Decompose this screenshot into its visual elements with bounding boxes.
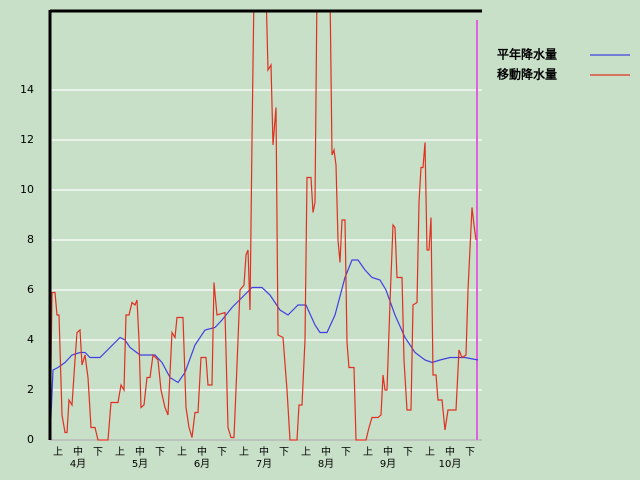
x-month-label: 7月: [256, 458, 272, 470]
x-month-label: 8月: [318, 458, 334, 470]
y-tick-label: 10: [20, 183, 34, 196]
y-tick-label: 4: [27, 333, 34, 346]
x-dekad-label: 中: [73, 445, 83, 458]
x-dekad-label: 中: [321, 445, 331, 458]
y-tick-label: 2: [27, 383, 34, 396]
y-tick-label: 6: [27, 283, 34, 296]
x-dekad-label: 上: [177, 446, 187, 458]
x-month-label: 9月: [380, 458, 396, 470]
x-month-label: 5月: [132, 458, 148, 470]
legend-label: 平年降水量: [497, 47, 557, 62]
x-dekad-label: 上: [115, 446, 125, 458]
x-dekad-label: 中: [259, 445, 269, 458]
y-tick-label: 0: [27, 433, 34, 446]
x-dekad-label: 上: [53, 446, 63, 458]
y-tick-label: 12: [20, 133, 34, 146]
x-month-label: 4月: [70, 458, 86, 470]
x-dekad-label: 下: [155, 447, 165, 458]
x-dekad-label: 上: [363, 446, 373, 458]
x-dekad-label: 中: [445, 445, 455, 458]
x-dekad-label: 下: [93, 447, 103, 458]
x-dekad-label: 中: [135, 445, 145, 458]
legend-label: 移動降水量: [497, 67, 557, 82]
x-dekad-label: 上: [425, 446, 435, 458]
x-dekad-label: 下: [341, 447, 351, 458]
x-dekad-label: 上: [239, 446, 249, 458]
series-line: [50, 259, 479, 441]
x-month-label: 6月: [194, 458, 210, 470]
y-tick-label: 14: [20, 83, 34, 96]
x-dekad-label: 下: [217, 447, 227, 458]
x-dekad-label: 中: [383, 445, 393, 458]
x-dekad-label: 下: [465, 447, 475, 458]
x-month-label: 10月: [439, 458, 462, 470]
y-tick-label: 8: [27, 233, 34, 246]
series-line: [50, 10, 477, 441]
x-dekad-label: 中: [197, 445, 207, 458]
x-dekad-label: 下: [403, 447, 413, 458]
x-dekad-label: 下: [279, 447, 289, 458]
x-dekad-label: 上: [301, 446, 311, 458]
